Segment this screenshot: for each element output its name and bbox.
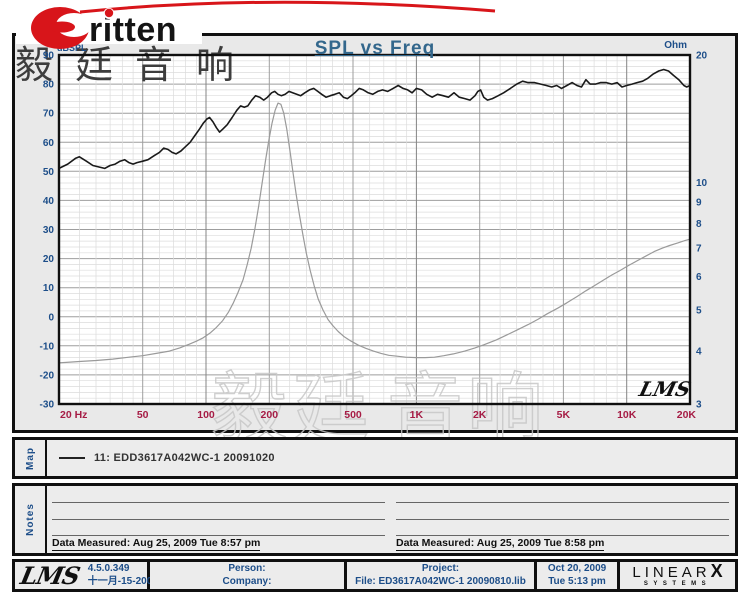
data-measured-right: Data Measured: Aug 25, 2009 Tue 8:58 pm [396, 537, 605, 551]
note-rule [396, 502, 729, 503]
version-number: 4.5.0.349 [87, 563, 130, 574]
company-label: Company: [222, 575, 272, 587]
data-measured-left: Data Measured: Aug 25, 2009 Tue 8:57 pm [52, 537, 261, 551]
svg-text:50: 50 [43, 167, 55, 178]
print-time: Tue 5:13 pm [548, 575, 606, 587]
svg-text:8: 8 [696, 219, 702, 230]
linearx-systems: SYSTEMS [643, 581, 712, 588]
notes-column-left: Data Measured: Aug 25, 2009 Tue 8:57 pm [52, 486, 385, 553]
footer-bar: LMS 4.5.0.349 十一月-15-2004 Person: Compan… [12, 559, 738, 592]
svg-text:20: 20 [43, 254, 55, 265]
svg-text:0: 0 [48, 312, 54, 323]
right-axis-tick-labels: 20 10 9 8 7 6 5 4 3 [696, 51, 708, 411]
legend-entry: 11: EDD3617A042WC-1 20091020 [94, 452, 275, 464]
footer-date-cell: Oct 20, 2009 Tue 5:13 pm [537, 559, 620, 592]
header-cjk-text: 毅廷音响 [15, 45, 234, 87]
version-date: 十一月-15-2004 [87, 575, 158, 587]
note-rule [52, 519, 385, 520]
footer-person-cell: Person: Company: [150, 559, 347, 592]
svg-text:3: 3 [696, 400, 702, 411]
svg-text:70: 70 [43, 109, 55, 120]
svg-text:2K: 2K [473, 409, 487, 421]
svg-text:200: 200 [261, 409, 279, 421]
spl-curve [58, 68, 691, 170]
horizontal-gridlines [59, 60, 690, 399]
map-section: Map 11: EDD3617A042WC-1 20091020 [12, 437, 738, 479]
footer-linearx-cell: LINEARX SYSTEMS [620, 559, 738, 592]
left-axis-tick-labels: 90 80 70 60 50 40 30 20 10 0 -10 -20 -30 [40, 51, 55, 411]
chart-title: SPL vs Freq [314, 38, 436, 59]
logo-swoosh-arc [79, 0, 496, 14]
svg-text:10: 10 [696, 178, 708, 189]
notes-label-column: Notes [15, 486, 47, 553]
svg-text:6: 6 [696, 272, 702, 283]
notes-column-right: Data Measured: Aug 25, 2009 Tue 8:58 pm [396, 486, 729, 553]
i-dot-mask [103, 8, 115, 19]
svg-text:5: 5 [696, 306, 702, 317]
svg-text:-10: -10 [40, 341, 55, 352]
svg-text:9: 9 [696, 197, 702, 208]
svg-text:80: 80 [43, 80, 55, 91]
map-label-column: Map [15, 440, 47, 476]
impedance-curve [58, 102, 691, 364]
notes-section: Notes Data Measured: Aug 25, 2009 Tue 8:… [12, 483, 738, 556]
right-axis-label: Ohm [664, 40, 687, 51]
linearx-logo: LINEARX [632, 561, 723, 582]
note-rule [396, 535, 729, 536]
svg-text:10: 10 [43, 283, 55, 294]
svg-text:20: 20 [696, 51, 708, 62]
svg-text:7: 7 [696, 244, 702, 255]
svg-text:5K: 5K [557, 409, 571, 421]
svg-text:20 Hz: 20 Hz [60, 409, 87, 421]
map-label: Map [24, 446, 36, 470]
svg-text:50: 50 [137, 409, 149, 421]
svg-text:40: 40 [43, 196, 55, 207]
svg-text:10K: 10K [617, 409, 637, 421]
svg-text:30: 30 [43, 225, 55, 236]
svg-text:500: 500 [344, 409, 362, 421]
svg-text:20K: 20K [677, 409, 697, 421]
svg-text:1K: 1K [410, 409, 424, 421]
notes-label: Notes [24, 503, 36, 536]
footer-project-cell: Project: File: ED3617A042WC-1 20090810.l… [347, 559, 537, 592]
chart-frame: SPL vs Freq 毅廷音响毅廷 音响 90 80 70 60 50 40 30 20 10 0-… [12, 33, 738, 453]
svg-text:-20: -20 [40, 370, 55, 381]
version-info: 4.5.0.349 十一月-15-2004 [88, 563, 158, 588]
project-file: File: ED3617A042WC-1 20090810.lib [355, 575, 526, 587]
map-content: 11: EDD3617A042WC-1 20091020 [47, 440, 735, 476]
vertical-gridlines [79, 55, 628, 404]
svg-text:100: 100 [197, 409, 215, 421]
legend-line-swatch [59, 457, 85, 459]
lms-plot-logo: LMS [636, 377, 694, 401]
footer-lms-version-cell: LMS 4.5.0.349 十一月-15-2004 [12, 559, 158, 592]
svg-text:60: 60 [43, 138, 55, 149]
x-axis-tick-labels: 20 Hz 50 100 200 500 1K 2K 5K 10K 20K [60, 409, 696, 421]
person-label: Person: [228, 563, 266, 574]
note-rule [52, 502, 385, 503]
note-rule [52, 535, 385, 536]
lms-logo: LMS [18, 560, 82, 590]
svg-text:90: 90 [43, 51, 55, 62]
notes-content: Data Measured: Aug 25, 2009 Tue 8:57 pm … [47, 486, 735, 553]
svg-text:4: 4 [696, 347, 702, 358]
plot-border [57, 53, 692, 406]
linearx-x: X [710, 561, 723, 582]
project-label: Project: [421, 563, 460, 574]
print-date: Oct 20, 2009 [547, 563, 607, 574]
svg-text:-30: -30 [40, 400, 55, 411]
i-dot-red [104, 8, 114, 18]
note-rule [396, 519, 729, 520]
spl-vs-freq-chart: 毅廷音响毅廷 音响 90 80 70 60 50 40 30 20 10 0 -10 -20 -30 20 10… [15, 36, 735, 453]
